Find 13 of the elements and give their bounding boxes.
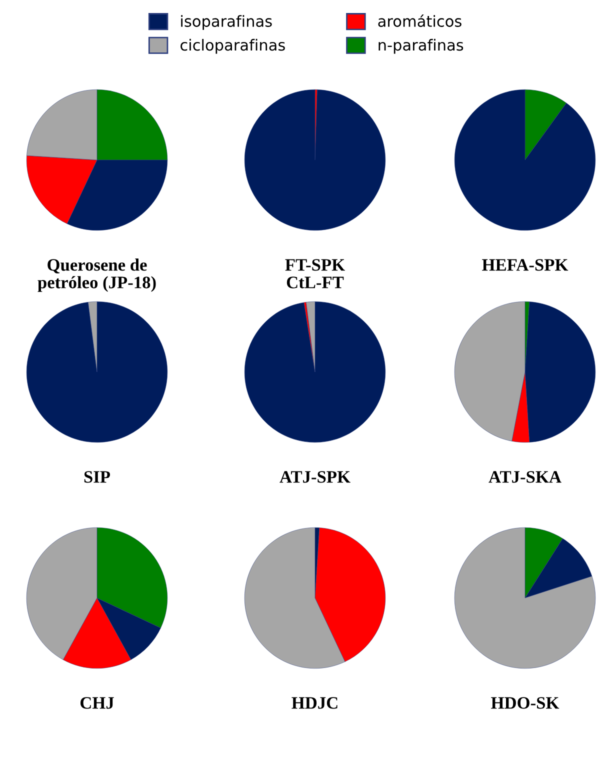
text: ATJ-SKA	[488, 471, 562, 483]
text: SIP	[84, 471, 110, 483]
text: HDJC	[292, 697, 338, 709]
text: FT-SPK CtL-FT	[285, 259, 345, 288]
text: Querosene de petróleo (JP-18)	[38, 258, 156, 292]
text: ATJ-SPK	[280, 471, 350, 483]
text: HEFA-SPK	[482, 259, 568, 271]
text: HDO-SK	[491, 697, 560, 709]
text: CHJ	[80, 697, 114, 709]
legend-label: n-parafinas	[378, 38, 464, 54]
legend-label: aromáticos	[378, 14, 462, 27]
legend-label: cicloparafinas	[180, 38, 285, 54]
legend-label: isoparafinas	[181, 15, 272, 30]
